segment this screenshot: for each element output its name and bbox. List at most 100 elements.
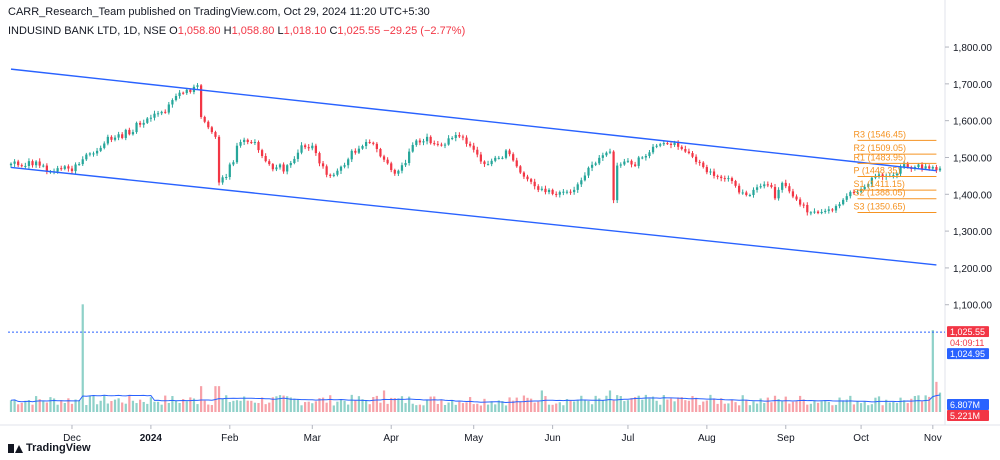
candle-body <box>831 209 834 211</box>
candle-body <box>210 127 213 133</box>
volume-bar <box>81 304 84 412</box>
candle-body <box>404 163 407 166</box>
candle-body <box>659 144 662 146</box>
candle-body <box>573 189 576 193</box>
volume-bar <box>135 403 138 412</box>
volume-bar <box>85 404 88 412</box>
candle-body <box>113 137 117 140</box>
candle-body <box>329 174 332 176</box>
candle-body <box>368 142 371 144</box>
candle-body <box>938 168 942 171</box>
candle-body <box>160 111 163 114</box>
volume-bar <box>199 386 203 412</box>
candle-body <box>748 195 752 197</box>
candle-body <box>508 150 511 155</box>
volume-bar <box>644 394 647 412</box>
candle-body <box>27 161 31 166</box>
pivot-label: P (1448.35) <box>854 165 901 175</box>
volume-bar <box>210 405 213 412</box>
candle-body <box>372 142 375 144</box>
price-tag-bg <box>947 326 989 338</box>
volume-bar <box>888 402 891 412</box>
candle-body <box>569 191 572 193</box>
volume-bar <box>271 397 274 412</box>
candle-body <box>648 152 651 157</box>
candle-body <box>178 92 181 97</box>
candle-body <box>892 175 895 177</box>
candle-body <box>472 145 475 150</box>
candle-body <box>214 132 217 137</box>
candle-body <box>31 161 34 166</box>
candle-body <box>243 139 246 143</box>
volume-bar <box>110 401 113 412</box>
volume-bar <box>885 399 888 412</box>
volume-bar <box>515 397 518 412</box>
volume-bar <box>763 403 766 412</box>
candle-body <box>781 182 784 190</box>
volume-bar <box>605 395 608 412</box>
volume-bar <box>641 399 644 412</box>
volume-bar <box>92 395 95 412</box>
candle-body <box>139 122 142 125</box>
candle-body <box>433 143 436 145</box>
ohlc-key: L <box>274 25 284 37</box>
pivot-label: S1 (1411.15) <box>854 179 905 189</box>
volume-bar <box>113 399 117 412</box>
candle-body <box>544 188 547 193</box>
volume-bar <box>99 400 102 412</box>
candle-body <box>784 182 787 187</box>
candle-body <box>838 204 841 207</box>
candle-body <box>142 122 145 125</box>
candle-body <box>149 117 153 119</box>
volume-bar <box>336 401 339 412</box>
candle-body <box>806 204 809 213</box>
volume-bar <box>264 404 267 412</box>
volume-bar <box>106 403 109 412</box>
ohlc-key: H <box>220 25 232 37</box>
tradingview-logo[interactable]: TradingView <box>8 442 91 454</box>
candle-body <box>727 178 730 180</box>
candle-body <box>67 166 70 169</box>
volume-bar <box>877 396 881 412</box>
ohlc-key: O <box>169 25 178 37</box>
volume-bar <box>469 397 472 412</box>
volume-bar <box>917 395 920 412</box>
candle-body <box>580 180 583 185</box>
candle-body <box>504 150 508 158</box>
candle-body <box>38 161 41 166</box>
candle-body <box>131 132 135 135</box>
candle-body <box>286 165 289 172</box>
volume-bar <box>103 395 106 412</box>
volume-bar <box>619 395 622 412</box>
volume-bar <box>651 396 655 412</box>
candle-body <box>612 151 615 201</box>
volume-bar <box>920 401 924 412</box>
x-tick-label: Jun <box>545 433 561 444</box>
volume-bar <box>42 401 45 412</box>
volume-ma-line <box>10 394 941 404</box>
price-tag-label: 6.807M <box>950 400 980 410</box>
candle-body <box>447 138 450 145</box>
candle-body <box>239 142 242 146</box>
volume-bar <box>357 396 361 412</box>
volume-bar <box>257 402 260 412</box>
price-tag-bg <box>947 410 989 421</box>
volume-bar <box>928 396 931 412</box>
volume-bar <box>393 398 396 412</box>
volume-bar <box>49 397 52 412</box>
volume-bar <box>196 404 199 412</box>
volume-bar <box>526 397 529 412</box>
volume-bar <box>827 401 830 412</box>
candle-body <box>917 164 920 168</box>
candle-body <box>20 165 23 167</box>
ohlc-key: C <box>326 25 338 37</box>
price-tag-bg <box>947 337 989 349</box>
candle-body <box>583 175 587 181</box>
volume-bar <box>501 401 504 412</box>
candle-body <box>268 161 271 165</box>
candle-body <box>332 174 335 176</box>
volume-bar <box>587 400 590 412</box>
candle-body <box>318 153 321 164</box>
volume-bar <box>156 401 160 412</box>
